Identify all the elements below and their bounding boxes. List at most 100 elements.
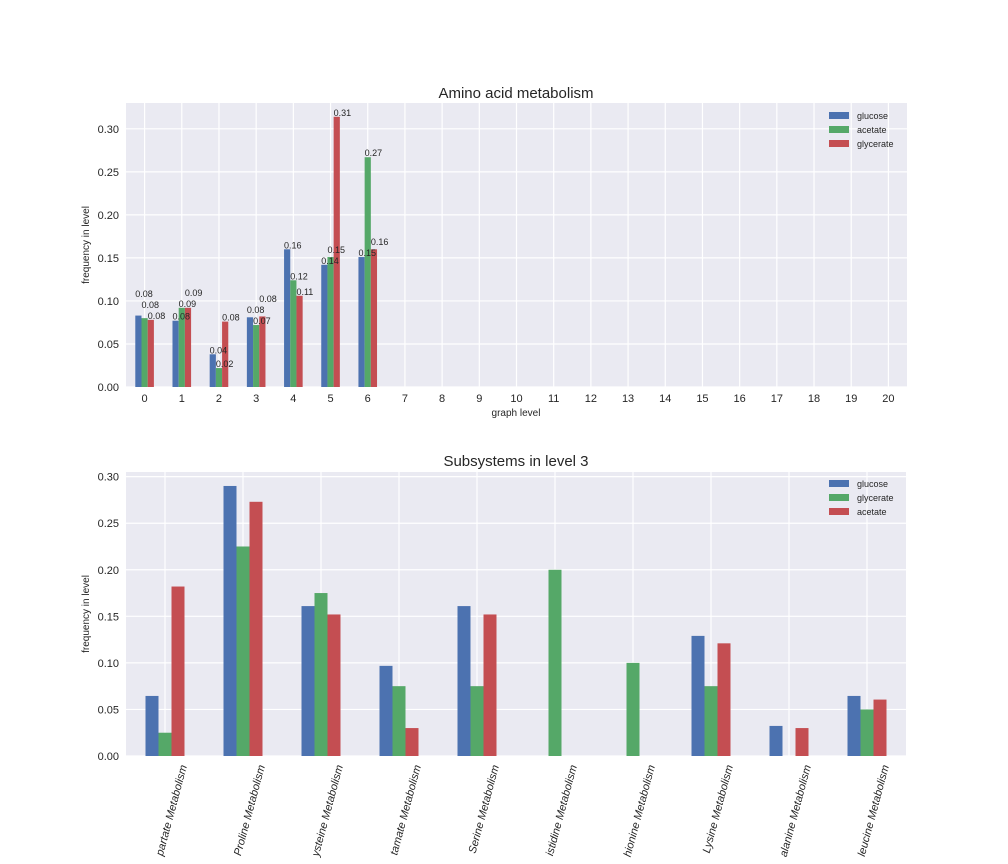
legend-swatch-acetate bbox=[829, 508, 849, 515]
x-tick-label: alanine Metabolism bbox=[778, 764, 814, 859]
bar-acetate bbox=[327, 614, 341, 756]
bar-acetate bbox=[141, 318, 148, 387]
x-tick-label: 14 bbox=[659, 393, 671, 405]
x-tick-label: partate Metabolism bbox=[154, 764, 190, 858]
x-tick-label: 6 bbox=[365, 393, 371, 405]
bar-value-label: 0.31 bbox=[334, 108, 352, 118]
bar-glycerate bbox=[370, 249, 378, 387]
x-tick-label: tamate Metabolism bbox=[388, 764, 424, 857]
bar-acetate bbox=[873, 699, 887, 756]
bar-glucose bbox=[209, 354, 216, 387]
y-tick-label: 0.10 bbox=[98, 296, 119, 308]
x-tick-label: 15 bbox=[696, 393, 708, 405]
bar-glucose bbox=[691, 635, 705, 756]
bar-value-label: 0.04 bbox=[210, 345, 228, 355]
bar-labels: 0.020.040.070.080.080.080.080.080.080.08… bbox=[135, 108, 388, 369]
legend-label-acetate: acetate bbox=[857, 507, 887, 517]
x-tick-label: hionine Metabolism bbox=[622, 764, 658, 859]
y-tick-label: 0.05 bbox=[98, 339, 119, 351]
y-ticks: 0.00 0.05 0.10 0.15 0.20 0.25 0.30 bbox=[98, 472, 119, 763]
chart-title: Subsystems in level 3 bbox=[443, 453, 588, 470]
bar-glycerate bbox=[704, 686, 718, 756]
legend: glucose glycerate acetate bbox=[829, 479, 894, 517]
legend-label-glucose: glucose bbox=[857, 111, 888, 121]
bar-glucose bbox=[321, 264, 328, 387]
bar-glycerate bbox=[259, 316, 266, 387]
x-tick-label: Serine Metabolism bbox=[467, 764, 502, 855]
x-tick-label: 20 bbox=[882, 393, 894, 405]
x-tick-label: 13 bbox=[622, 393, 634, 405]
bar-glycerate bbox=[222, 321, 229, 387]
bar-glucose bbox=[379, 665, 393, 756]
x-tick-label: 9 bbox=[476, 393, 482, 405]
bar-value-label: 0.08 bbox=[172, 312, 190, 322]
bar-acetate bbox=[483, 614, 497, 756]
y-axis-label: frequency in level bbox=[81, 206, 92, 284]
legend-swatch-glucose bbox=[829, 480, 849, 487]
bar-glucose bbox=[145, 695, 159, 756]
y-tick-label: 0.15 bbox=[98, 611, 119, 623]
bar-value-label: 0.11 bbox=[296, 287, 313, 297]
bar-acetate bbox=[405, 728, 419, 756]
x-tick-label: 19 bbox=[845, 393, 857, 405]
x-tick-label: ysteine Metabolism bbox=[310, 764, 346, 859]
bar-glycerate bbox=[548, 569, 562, 756]
bar-glycerate bbox=[158, 732, 172, 756]
legend: glucose acetate glycerate bbox=[829, 111, 894, 149]
x-ticks: partate Metabolism Proline Metabolism yste… bbox=[154, 764, 892, 859]
y-tick-label: 0.20 bbox=[98, 565, 119, 577]
bar-glycerate bbox=[626, 662, 640, 756]
bars bbox=[135, 116, 378, 387]
bar-value-label: 0.08 bbox=[259, 294, 277, 304]
bar-value-label: 0.08 bbox=[148, 311, 166, 321]
bar-glucose bbox=[769, 725, 783, 756]
bar-glucose bbox=[847, 695, 861, 756]
bar-value-label: 0.16 bbox=[371, 237, 389, 247]
bar-value-label: 0.08 bbox=[247, 305, 265, 315]
bar-acetate bbox=[717, 643, 731, 756]
bar-glycerate bbox=[147, 319, 154, 387]
bar-value-label: 0.12 bbox=[290, 271, 308, 281]
bar-glycerate bbox=[333, 116, 340, 387]
y-tick-label: 0.10 bbox=[98, 658, 119, 670]
bar-value-label: 0.07 bbox=[253, 316, 271, 326]
bar-acetate bbox=[178, 307, 185, 387]
bar-acetate bbox=[171, 586, 185, 756]
subsystems-level-3-chart: Subsystems in level 3 frequency in level… bbox=[81, 453, 906, 859]
y-axis-label: frequency in level bbox=[81, 575, 92, 653]
y-tick-label: 0.00 bbox=[98, 382, 119, 394]
y-tick-label: 0.30 bbox=[98, 472, 119, 484]
bar-acetate bbox=[364, 157, 371, 387]
legend-label-glycerate: glycerate bbox=[857, 139, 894, 149]
bar-glucose bbox=[172, 320, 179, 387]
legend-swatch-glucose bbox=[829, 112, 849, 119]
bar-glucose bbox=[358, 257, 365, 387]
x-ticks: 0 1 2 3 4 5 6 7 8 9 10 11 12 13 14 15 16 17 18 19 20 bbox=[142, 393, 895, 405]
y-tick-label: 0.20 bbox=[98, 210, 119, 222]
x-tick-label: 16 bbox=[734, 393, 746, 405]
bar-value-label: 0.16 bbox=[284, 240, 302, 250]
y-ticks: 0.00 0.05 0.10 0.15 0.20 0.25 0.30 bbox=[98, 124, 119, 394]
bar-value-label: 0.08 bbox=[141, 300, 159, 310]
x-tick-label: 12 bbox=[585, 393, 597, 405]
x-tick-label: Lysine Metabolism bbox=[701, 764, 736, 855]
x-tick-label: 7 bbox=[402, 393, 408, 405]
bar-value-label: 0.15 bbox=[327, 245, 345, 255]
bar-value-label: 0.27 bbox=[365, 148, 383, 158]
x-tick-label: istidine Metabolism bbox=[544, 764, 580, 857]
x-tick-label: 5 bbox=[327, 393, 333, 405]
x-tick-label: 17 bbox=[771, 393, 783, 405]
x-tick-label: leucine Metabolism bbox=[856, 764, 892, 858]
amino-acid-metabolism-chart: 0.020.040.070.080.080.080.080.080.080.08… bbox=[81, 85, 907, 419]
bar-glucose bbox=[135, 315, 142, 387]
legend-swatch-glycerate bbox=[829, 140, 849, 147]
x-tick-label: 10 bbox=[510, 393, 522, 405]
bar-glucose bbox=[301, 606, 315, 756]
y-tick-label: 0.25 bbox=[98, 167, 119, 179]
bar-acetate bbox=[249, 501, 263, 756]
x-tick-label: 8 bbox=[439, 393, 445, 405]
y-tick-label: 0.30 bbox=[98, 124, 119, 136]
y-tick-label: 0.25 bbox=[98, 518, 119, 530]
x-tick-label: 18 bbox=[808, 393, 820, 405]
